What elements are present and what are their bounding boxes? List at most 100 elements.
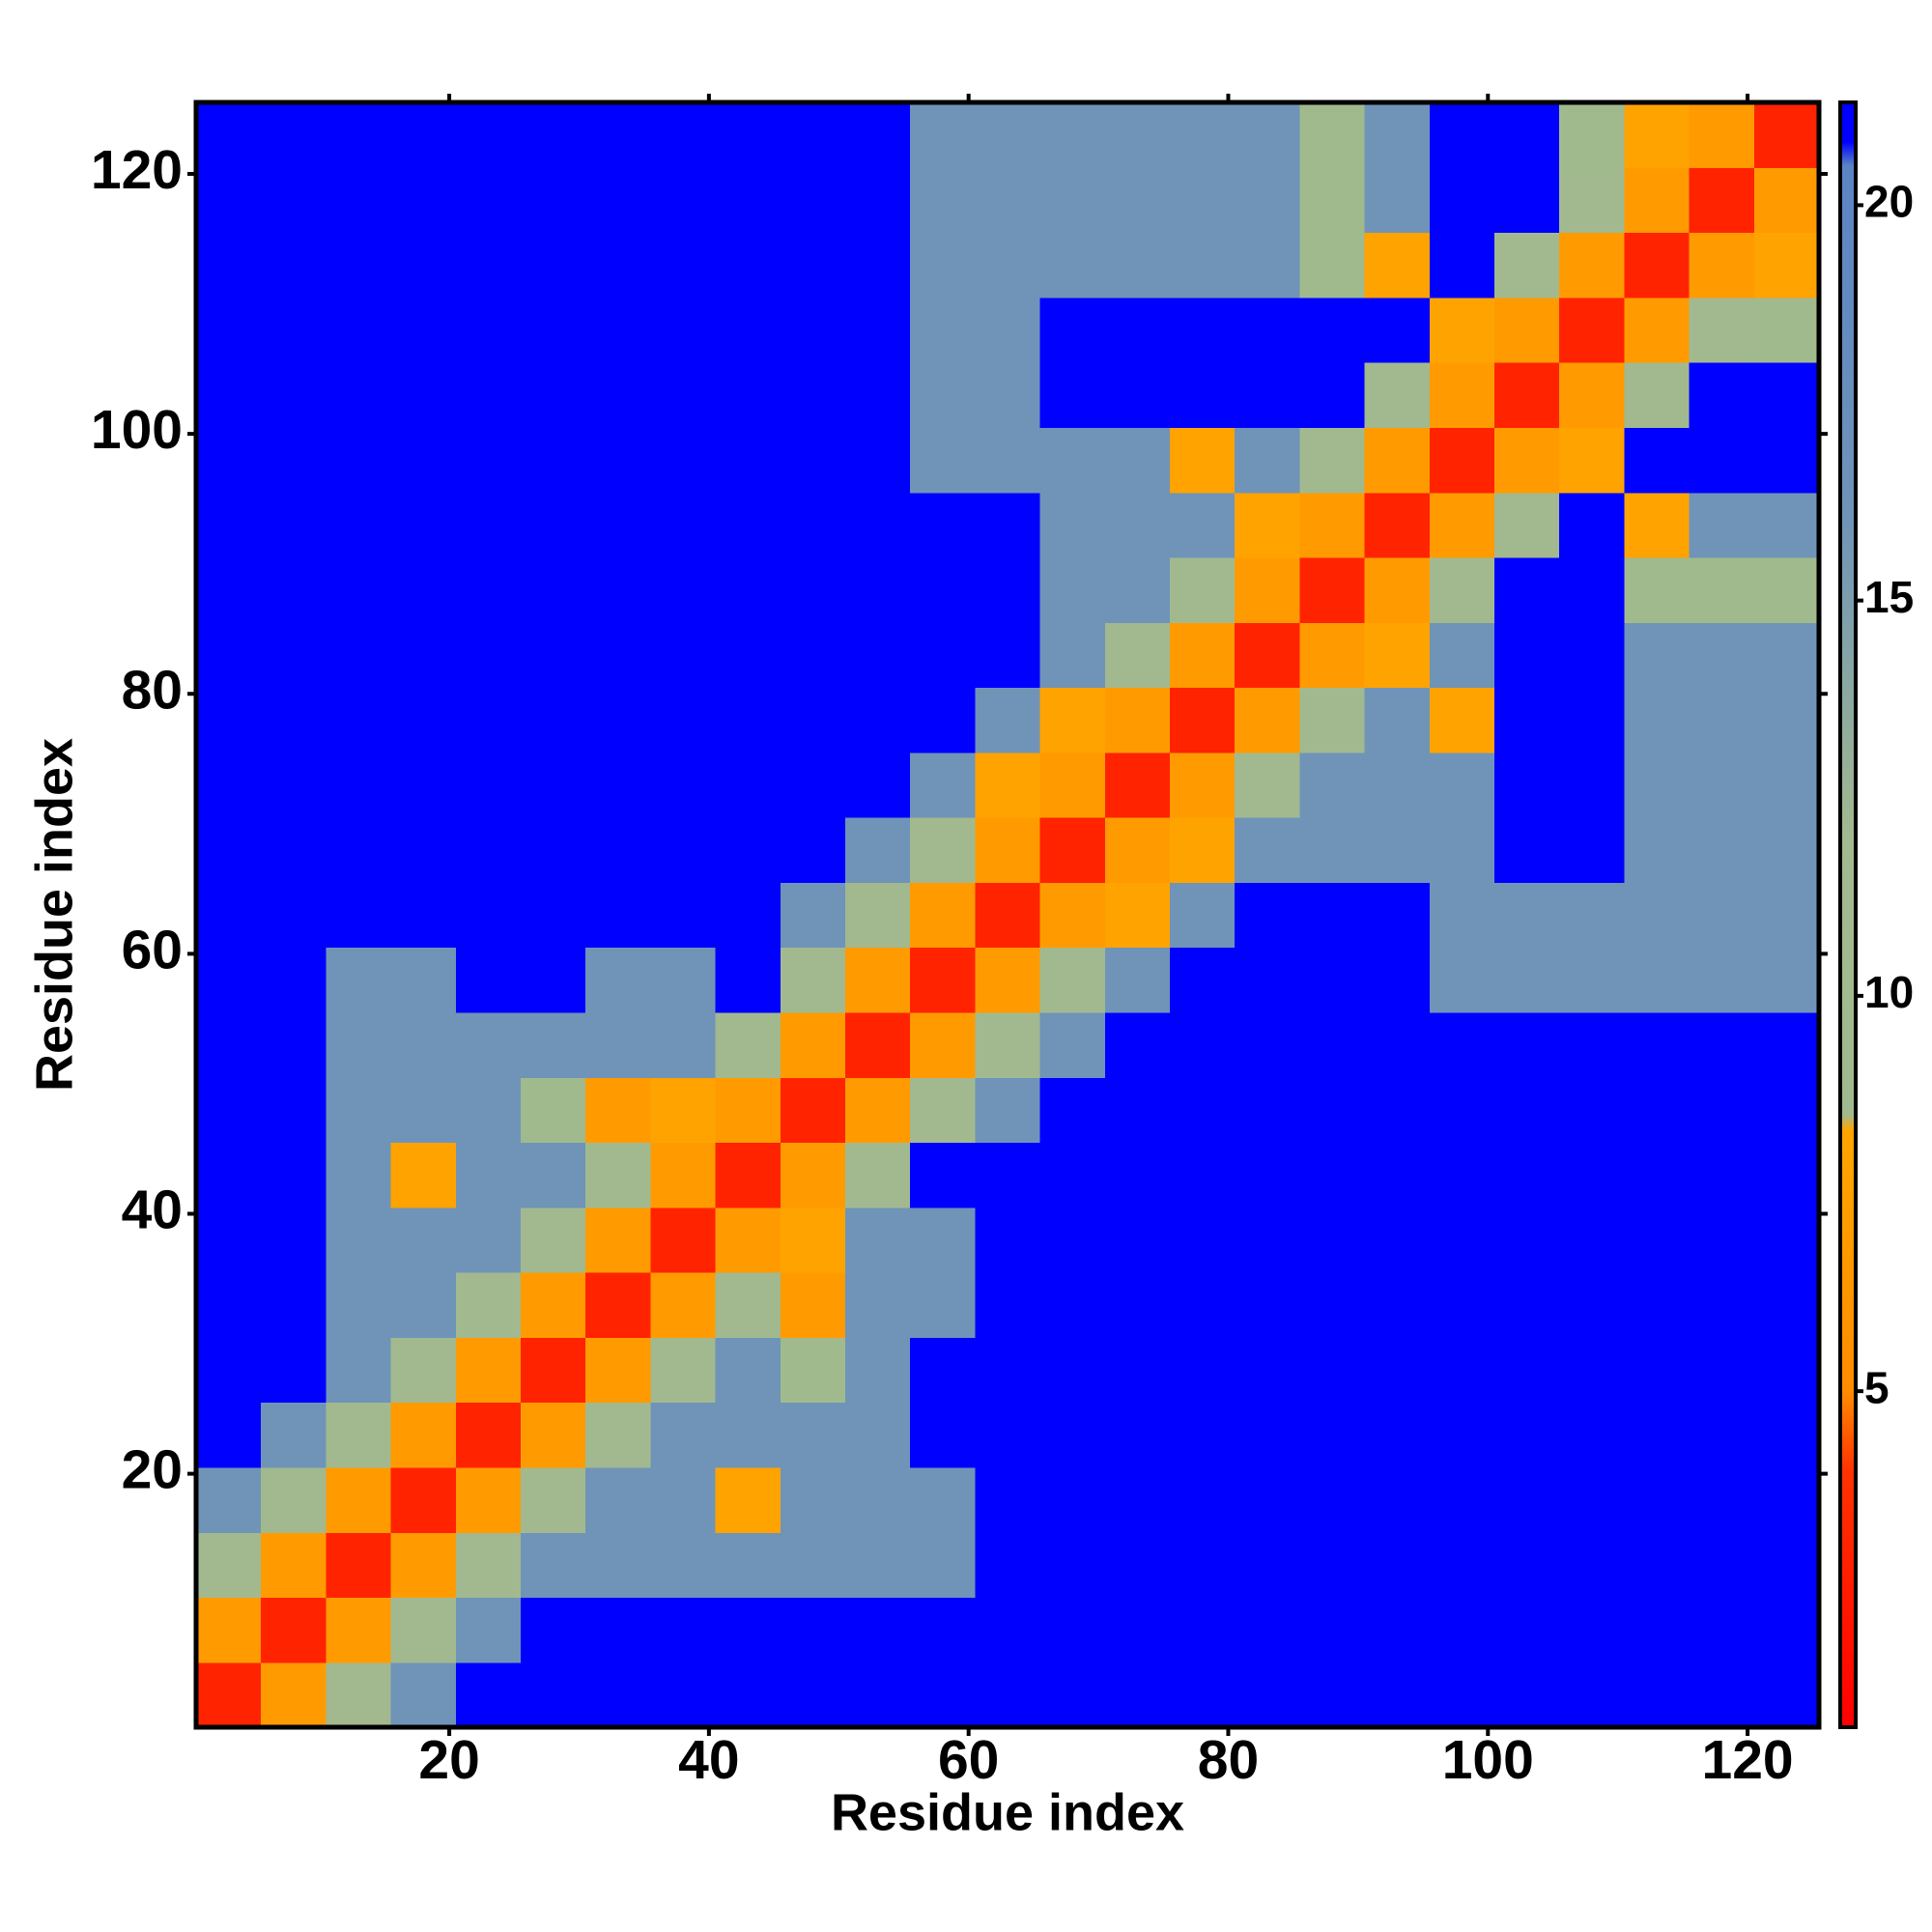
x-tick-label: 80 xyxy=(1198,1729,1259,1791)
heatmap-cell xyxy=(1039,947,1106,1013)
heatmap-cell xyxy=(390,622,457,689)
heatmap-cell xyxy=(1429,1337,1495,1404)
heatmap-cell xyxy=(1753,1011,1820,1078)
heatmap-cell xyxy=(1299,1337,1366,1404)
heatmap-cell xyxy=(1559,1011,1625,1078)
heatmap-cell xyxy=(521,297,586,363)
heatmap-cell xyxy=(845,1662,911,1728)
heatmap-cell xyxy=(261,947,327,1013)
heatmap-cell xyxy=(1104,492,1171,558)
heatmap-cell xyxy=(845,102,911,168)
heatmap-cell xyxy=(1170,102,1236,168)
heatmap-cell xyxy=(1170,492,1236,558)
heatmap-cell xyxy=(585,167,651,234)
heatmap-cell xyxy=(1429,947,1495,1013)
heatmap-cell xyxy=(326,947,392,1013)
heatmap-cell xyxy=(1494,817,1560,883)
heatmap-cell xyxy=(1559,947,1625,1013)
heatmap-cell xyxy=(1624,167,1690,234)
heatmap-cell xyxy=(261,1597,327,1663)
heatmap-cell xyxy=(1364,1597,1431,1663)
heatmap-cell xyxy=(1364,232,1431,298)
heatmap-cell xyxy=(650,1402,717,1468)
heatmap-cell xyxy=(1170,167,1236,234)
heatmap-cell xyxy=(1104,1337,1171,1404)
heatmap-cell xyxy=(1299,1011,1366,1078)
heatmap-cell xyxy=(196,1207,262,1273)
heatmap-cell xyxy=(455,1272,522,1338)
heatmap-cell xyxy=(1753,492,1820,558)
heatmap-cell xyxy=(1494,1337,1560,1404)
heatmap-cell xyxy=(650,556,717,623)
heatmap-cell xyxy=(1494,1402,1560,1468)
heatmap-cell xyxy=(1753,1532,1820,1599)
heatmap-cell xyxy=(1689,1466,1755,1533)
heatmap-cell xyxy=(585,687,651,753)
heatmap-cell xyxy=(780,1142,846,1208)
heatmap-cell xyxy=(910,687,976,753)
heatmap-cell xyxy=(196,1597,262,1663)
heatmap-cell xyxy=(326,102,392,168)
heatmap-cell xyxy=(1494,687,1560,753)
heatmap-cell xyxy=(975,752,1041,818)
heatmap-cell xyxy=(1364,1337,1431,1404)
heatmap-cell xyxy=(261,1272,327,1338)
heatmap-cell xyxy=(1299,492,1366,558)
heatmap-cell xyxy=(715,427,781,494)
heatmap-cell xyxy=(585,947,651,1013)
heatmap-cell xyxy=(1559,492,1625,558)
heatmap-cell xyxy=(650,1597,717,1663)
heatmap-cell xyxy=(326,1532,392,1599)
heatmap-cell xyxy=(1299,556,1366,623)
heatmap-cell xyxy=(1689,232,1755,298)
heatmap-cell xyxy=(845,752,911,818)
heatmap-cell xyxy=(1559,1142,1625,1208)
heatmap-cell xyxy=(390,362,457,428)
heatmap-cell xyxy=(910,167,976,234)
heatmap-cell xyxy=(1364,1011,1431,1078)
heatmap-cell xyxy=(585,752,651,818)
heatmap-cell xyxy=(1170,817,1236,883)
heatmap-cell xyxy=(390,1532,457,1599)
heatmap-cell xyxy=(650,687,717,753)
heatmap-cell xyxy=(715,102,781,168)
heatmap-cell xyxy=(326,1077,392,1144)
heatmap-cell xyxy=(1559,1402,1625,1468)
heatmap-cell xyxy=(1235,1532,1300,1599)
heatmap-cell xyxy=(1753,297,1820,363)
colorbar-tick-label: 10 xyxy=(1864,967,1914,1017)
heatmap-cell xyxy=(1364,947,1431,1013)
heatmap-cell xyxy=(1104,687,1171,753)
heatmap-cell xyxy=(1559,297,1625,363)
heatmap-cell xyxy=(196,232,262,298)
heatmap-cell xyxy=(1429,297,1495,363)
heatmap-cell xyxy=(910,297,976,363)
heatmap-cell xyxy=(521,882,586,949)
heatmap-cell xyxy=(910,556,976,623)
heatmap-cell xyxy=(845,1337,911,1404)
heatmap-cell xyxy=(650,1011,717,1078)
heatmap-cell xyxy=(326,1011,392,1078)
heatmap-cell xyxy=(1753,427,1820,494)
heatmap-cell xyxy=(1299,1662,1366,1728)
heatmap-cell xyxy=(715,556,781,623)
heatmap-cell xyxy=(1170,687,1236,753)
heatmap-cell xyxy=(1624,817,1690,883)
heatmap-cell xyxy=(1170,362,1236,428)
heatmap-cell xyxy=(585,817,651,883)
heatmap-cells xyxy=(196,102,1820,1728)
heatmap-cell xyxy=(780,1662,846,1728)
heatmap-cell xyxy=(975,102,1041,168)
heatmap-cell xyxy=(585,882,651,949)
heatmap-cell xyxy=(1299,947,1366,1013)
heatmap-cell xyxy=(1364,882,1431,949)
heatmap-cell xyxy=(910,1077,976,1144)
heatmap-cell xyxy=(975,622,1041,689)
heatmap-cell xyxy=(1104,1011,1171,1078)
heatmap-cell xyxy=(1039,622,1106,689)
heatmap-cell xyxy=(650,1272,717,1338)
heatmap-cell xyxy=(910,1532,976,1599)
heatmap-cell xyxy=(1039,1077,1106,1144)
x-axis-title: Residue index xyxy=(831,1783,1184,1841)
